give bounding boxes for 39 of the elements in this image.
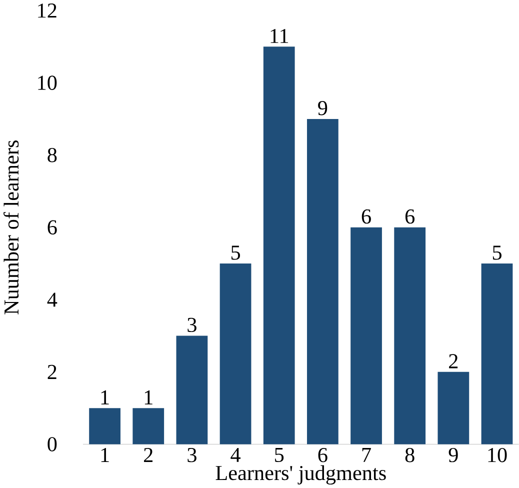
bar bbox=[306, 118, 338, 444]
bar bbox=[132, 408, 164, 444]
bar bbox=[481, 263, 513, 444]
y-tick-label: 10 bbox=[38, 76, 57, 90]
x-axis-title: Learners' judgments bbox=[216, 465, 386, 484]
x-tick-label: 1 bbox=[101, 448, 109, 462]
bar bbox=[394, 227, 426, 444]
x-tick-label: 8 bbox=[405, 448, 414, 462]
y-tick-label: 0 bbox=[48, 437, 57, 452]
x-tick-label: 10 bbox=[488, 448, 507, 462]
data-label: 3 bbox=[188, 318, 196, 332]
bar bbox=[263, 46, 295, 444]
data-label: 1 bbox=[101, 390, 109, 404]
data-label: 6 bbox=[362, 209, 371, 224]
y-tick-label: 4 bbox=[47, 292, 58, 307]
data-label: 9 bbox=[318, 100, 328, 116]
data-label: 2 bbox=[449, 354, 458, 368]
x-tick-label: 5 bbox=[275, 448, 284, 462]
x-tick-label: 7 bbox=[362, 448, 371, 462]
x-tick-label: 6 bbox=[318, 448, 328, 462]
y-tick-label: 12 bbox=[38, 4, 56, 18]
data-label: 1 bbox=[144, 390, 152, 404]
x-tick-label: 9 bbox=[448, 448, 458, 462]
y-tick-label: 2 bbox=[48, 364, 56, 379]
x-tick-label: 3 bbox=[188, 448, 196, 462]
bar bbox=[220, 263, 252, 444]
bar bbox=[176, 336, 208, 444]
data-label: 6 bbox=[405, 209, 415, 224]
data-label: 11 bbox=[270, 28, 288, 43]
bar bbox=[89, 408, 120, 444]
bar bbox=[438, 372, 470, 444]
y-axis-title: Nuumber of learners bbox=[4, 140, 19, 314]
data-label: 5 bbox=[231, 246, 240, 260]
x-tick-label: 2 bbox=[144, 448, 152, 462]
y-tick-label: 6 bbox=[48, 220, 57, 234]
data-label: 5 bbox=[492, 246, 502, 260]
y-tick-label: 8 bbox=[48, 148, 57, 162]
bar bbox=[350, 227, 382, 444]
x-tick-label: 4 bbox=[230, 448, 240, 462]
